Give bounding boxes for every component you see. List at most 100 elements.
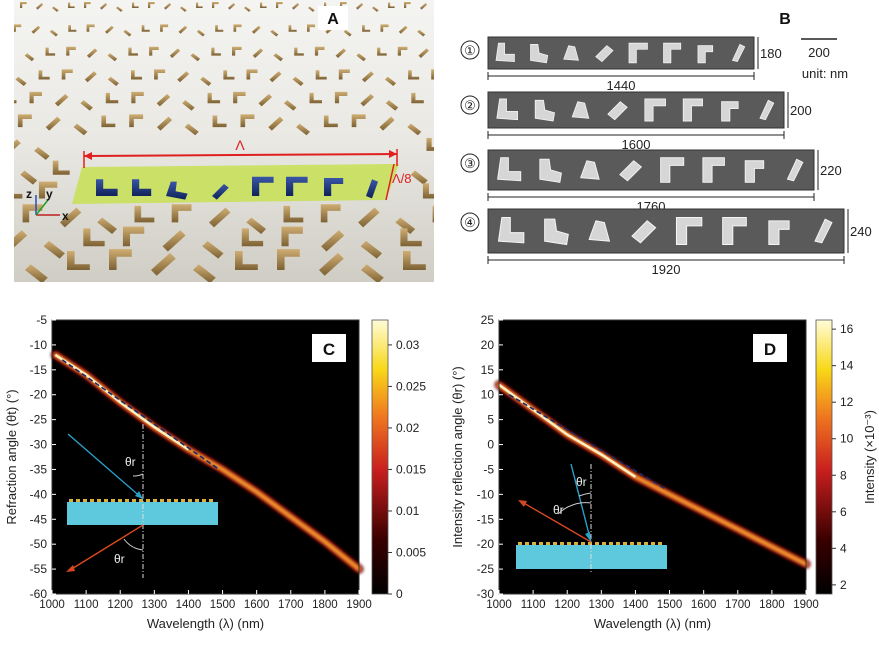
- colorbar-tick-label: 4: [840, 541, 847, 555]
- colorbar-tick-label: 0.03: [396, 338, 420, 352]
- sem-image: [488, 209, 844, 253]
- panel-a-metasurface-illustration: Λ Λ/8 x y z A: [14, 0, 434, 282]
- colorbar-tick-label: 8: [840, 468, 847, 482]
- x-tick-label: 1300: [589, 599, 615, 611]
- y-axis-label: Intensity reflection angle (θr) (°): [450, 366, 465, 548]
- y-tick-label: -30: [477, 587, 495, 601]
- y-tick-label: -20: [477, 537, 495, 551]
- x-axis-label: Wavelength (λ) (nm): [594, 616, 711, 631]
- gold-antenna: [433, 206, 434, 223]
- x-tick-label: 1500: [210, 599, 236, 611]
- y-tick-label: 0: [487, 438, 494, 452]
- axis-x-label: x: [62, 209, 69, 223]
- colorbar-tick-label: 0.025: [396, 379, 426, 393]
- colorbar-tick-label: 0: [396, 587, 403, 601]
- y-tick-label: -15: [477, 512, 495, 526]
- x-tick-label: 1800: [759, 599, 785, 611]
- panel-label: D: [764, 340, 776, 359]
- colorbar: [816, 320, 832, 594]
- colorbar-label: Intensity (×10⁻³): [862, 410, 877, 504]
- x-tick-label: 1800: [312, 599, 338, 611]
- x-tick-label: 1600: [244, 599, 270, 611]
- y-tick-label: -55: [30, 562, 48, 576]
- y-tick-label: -25: [477, 562, 495, 576]
- colorbar-tick-label: 14: [840, 359, 854, 373]
- y-tick-label: 15: [481, 363, 495, 377]
- panel-b-label: B: [779, 11, 791, 28]
- x-tick-label: 1600: [691, 599, 717, 611]
- y-tick-label: -5: [36, 313, 47, 327]
- height-label: 180: [760, 46, 782, 61]
- length-label: 1920: [652, 262, 681, 277]
- x-tick-label: 1100: [74, 599, 99, 611]
- y-tick-label: -5: [483, 462, 494, 476]
- sem-image: [488, 150, 814, 190]
- colorbar-tick-label: 6: [840, 505, 847, 519]
- row-index-label: ②: [464, 98, 476, 113]
- colorbar-tick-label: 16: [840, 322, 854, 336]
- substrate-background: [14, 0, 434, 282]
- y-tick-label: 10: [481, 388, 495, 402]
- y-tick-label: -25: [30, 413, 48, 427]
- x-tick-label: 1700: [725, 599, 751, 611]
- unit-cell-highlight: [72, 164, 399, 204]
- row-index-label: ④: [464, 215, 476, 230]
- period-label: Λ: [235, 137, 245, 153]
- colorbar-tick-label: 0.015: [396, 462, 426, 476]
- axis-z-label: z: [26, 187, 32, 201]
- x-tick-label: 1200: [107, 599, 133, 611]
- colorbar: [372, 320, 388, 594]
- unit-label: unit: nm: [802, 66, 848, 81]
- panel-label: C: [323, 340, 335, 359]
- width-label: Λ/8: [392, 171, 412, 186]
- y-tick-label: -50: [30, 537, 48, 551]
- y-tick-label: -10: [30, 338, 48, 352]
- colorbar-tick-label: 2: [840, 578, 847, 592]
- x-axis-label: Wavelength (λ) (nm): [147, 616, 264, 631]
- x-tick-label: 1900: [346, 599, 372, 611]
- y-tick-label: -40: [30, 487, 48, 501]
- y-tick-label: -60: [30, 587, 48, 601]
- inset-angle-label: θr: [576, 475, 587, 489]
- y-tick-label: 5: [487, 413, 494, 427]
- panel-a-label: A: [327, 11, 339, 28]
- inset-angle-label: θr: [125, 455, 136, 469]
- x-tick-label: 1100: [521, 599, 546, 611]
- x-tick-label: 1400: [176, 599, 202, 611]
- colorbar-tick-label: 0.005: [396, 545, 426, 559]
- colorbar-tick-label: 0.02: [396, 421, 420, 435]
- colorbar-tick-label: 10: [840, 432, 854, 446]
- metasurface-render: Λ Λ/8 x y z A: [14, 0, 434, 282]
- sem-image: [488, 92, 784, 128]
- y-tick-label: 25: [481, 313, 495, 327]
- height-label: 200: [790, 103, 812, 118]
- inset-angle-label: θr: [114, 552, 125, 566]
- x-tick-label: 1900: [793, 599, 819, 611]
- x-tick-label: 1500: [657, 599, 683, 611]
- axis-y-label: y: [46, 187, 53, 201]
- colorbar-tick-label: 12: [840, 395, 854, 409]
- y-axis-label: Refraction angle (θt) (°): [4, 389, 19, 524]
- x-tick-label: 1200: [554, 599, 580, 611]
- y-tick-label: -20: [30, 388, 48, 402]
- y-tick-label: 20: [481, 338, 495, 352]
- y-tick-label: -35: [30, 462, 48, 476]
- colorbar-tick-label: 0.01: [396, 504, 420, 518]
- inset-angle-label: θr: [553, 503, 564, 517]
- gold-antenna: [431, 69, 434, 79]
- scale-bar-value: 200: [808, 45, 830, 60]
- height-label: 220: [820, 163, 842, 178]
- row-index-label: ①: [464, 43, 476, 58]
- y-tick-label: -15: [30, 363, 48, 377]
- y-tick-label: -45: [30, 512, 48, 526]
